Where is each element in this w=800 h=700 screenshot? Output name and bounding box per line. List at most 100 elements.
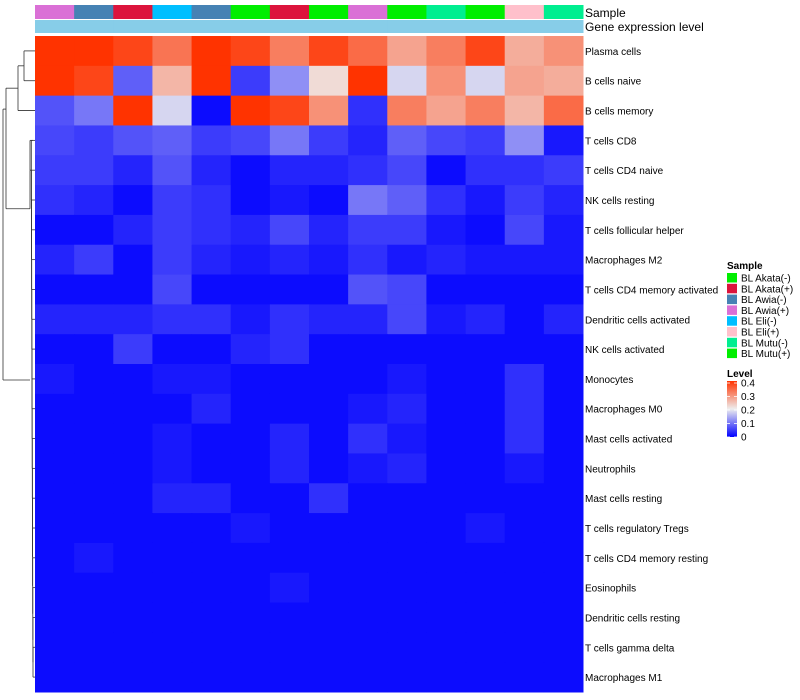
heatmap-cell [113,304,153,335]
heatmap-cell [35,513,75,544]
sample-annotation-cell [35,5,75,19]
heatmap-cell [504,542,545,574]
heatmap-cell [35,662,75,693]
heatmap-cell [269,662,310,693]
heatmap-cell [269,513,310,544]
heatmap-cell [504,304,545,335]
heatmap-cell [191,36,232,67]
heatmap-cell [426,662,467,693]
heatmap-cell [191,304,232,335]
heatmap-cell [309,632,349,663]
heatmap-cell [269,155,310,186]
heatmap-cell [426,453,467,484]
sample-annotation-cell [309,5,349,19]
heatmap-cell [387,423,427,454]
row-label: Macrophages M0 [585,405,663,416]
heatmap-cell [269,423,310,454]
heatmap-cell [387,214,427,246]
heatmap-cell [230,364,271,395]
heatmap-cell [465,304,506,335]
heatmap-cell [465,393,506,425]
heatmap-cell [35,572,75,604]
expression-annotation-cell [230,20,271,33]
heatmap-cell [465,423,506,454]
heatmap-cell [230,453,271,484]
heatmap-cell [191,334,232,365]
heatmap-cell [269,542,310,574]
row-label: B cells memory [585,107,653,118]
sample-legend-label: BL Akata(-) [741,274,791,285]
heatmap-cell [426,155,467,186]
heatmap-cell [35,334,75,365]
sample-legend-label: BL Mutu(-) [741,338,788,349]
sample-legend-swatch [727,348,737,359]
heatmap-cell [543,214,584,246]
heatmap-cell [387,602,427,633]
heatmap-cell [309,393,349,425]
heatmap-cell [387,155,427,186]
level-tick-label: 0.2 [741,406,755,417]
heatmap-cell [348,542,388,574]
heatmap-cell [113,244,153,276]
heatmap-cell [309,185,349,216]
heatmap-cell [230,662,271,693]
heatmap-cell [191,513,232,544]
heatmap-cell [35,364,75,395]
heatmap-cell [230,542,271,574]
heatmap-cell [269,125,310,156]
heatmap-cell [152,364,193,395]
heatmap-cell [348,602,388,633]
expression-annotation-cell [504,20,545,33]
sample-legend-label: BL Eli(+) [741,328,779,339]
heatmap-cell [230,513,271,544]
heatmap-cell [74,662,114,693]
heatmap-cell [504,244,545,276]
expression-annotation-cell [309,20,349,33]
heatmap-cell [269,572,310,604]
heatmap-cell [35,542,75,574]
heatmap-cell [230,602,271,633]
heatmap-cell [152,393,193,425]
level-tick-label: 0.1 [741,419,755,430]
heatmap-cell [230,632,271,663]
heatmap-cell [465,244,506,276]
heatmap-cell [230,483,271,514]
heatmap-cell [309,662,349,693]
heatmap-cell [152,453,193,484]
heatmap-cell [426,423,467,454]
heatmap-cell [387,304,427,335]
heatmap-cell [230,423,271,454]
heatmap-cell [504,65,545,97]
heatmap-cell [543,662,584,693]
heatmap-cell [543,155,584,186]
heatmap-cell [504,572,545,604]
row-labels: Plasma cells B cells naive B cells memory T… [585,47,718,684]
heatmap-cell [426,364,467,395]
heatmap-cell [426,125,467,156]
heatmap-cell [191,364,232,395]
heatmap-cell [504,662,545,693]
heatmap-cell [387,95,427,126]
heatmap-cell [465,632,506,663]
sample-annotation-cell [387,5,427,19]
heatmap-cell [543,423,584,454]
heatmap-cell [269,483,310,514]
heatmap-cell [191,65,232,97]
heatmap-cell [74,155,114,186]
heatmap-cell [74,453,114,484]
heatmap-cell [269,95,310,126]
heatmap-cell [230,65,271,97]
heatmap-cell [152,602,193,633]
heatmap-cell [191,155,232,186]
heatmap-cell [348,185,388,216]
heatmap-cell [504,393,545,425]
heatmap-cell [387,483,427,514]
heatmap-cell [426,65,467,97]
row-label: Eosinophils [585,584,636,595]
sample-annotation-cell [230,5,271,19]
heatmap-cell [348,304,388,335]
heatmap-cell [35,274,75,305]
expression-annotation-cell [543,20,584,33]
heatmap-cell [269,334,310,365]
heatmap-cell [465,542,506,574]
